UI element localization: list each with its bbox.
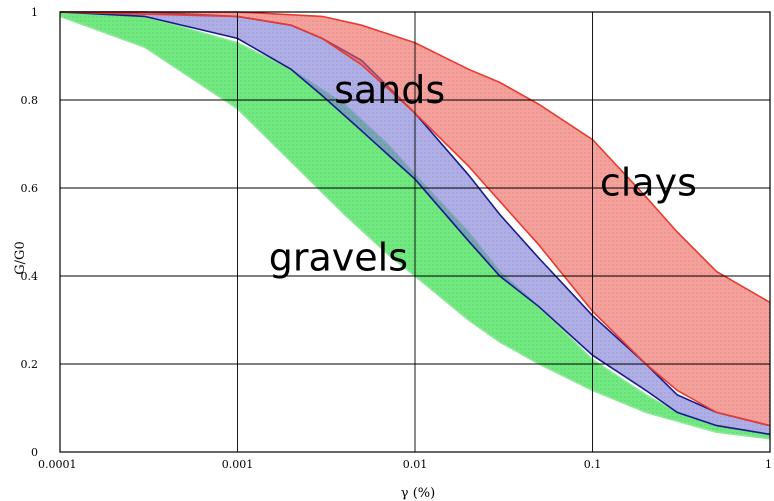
y-tick-label: 0: [31, 446, 38, 459]
tick-labels: 0.0001 0.001 0.01 0.1 1 0 0.2 0.4 0.6 0.8 1: [21, 6, 773, 471]
y-tick-label: 1: [31, 6, 38, 19]
y-tick-label: 0.6: [21, 182, 39, 195]
y-tick-label: 0.2: [21, 358, 39, 371]
region-labels: sands clays gravels: [269, 68, 697, 279]
y-tick-label: 0.8: [21, 94, 39, 107]
x-tick-label: 1: [765, 458, 772, 471]
sands-lower-bound: [59, 11, 771, 436]
x-tick-label: 0.01: [403, 458, 428, 471]
region-label-gravels: gravels: [269, 235, 408, 279]
clays-lower-bound: [59, 11, 771, 427]
y-axis-label: G/G0: [13, 241, 28, 274]
grid: [59, 11, 771, 453]
x-tick-label: 0.001: [222, 458, 254, 471]
clays-upper-bound: [60, 11, 771, 304]
region-label-clays: clays: [600, 161, 697, 205]
region-label-sands: sands: [334, 68, 445, 112]
x-tick-label: 0.1: [584, 458, 602, 471]
x-tick-label: 0.0001: [38, 458, 77, 471]
plot-frame: [59, 11, 771, 453]
x-axis-label: γ (%): [401, 486, 435, 501]
gravels-lower-bound: [59, 15, 771, 440]
y-tick-label: 0.4: [21, 270, 39, 283]
